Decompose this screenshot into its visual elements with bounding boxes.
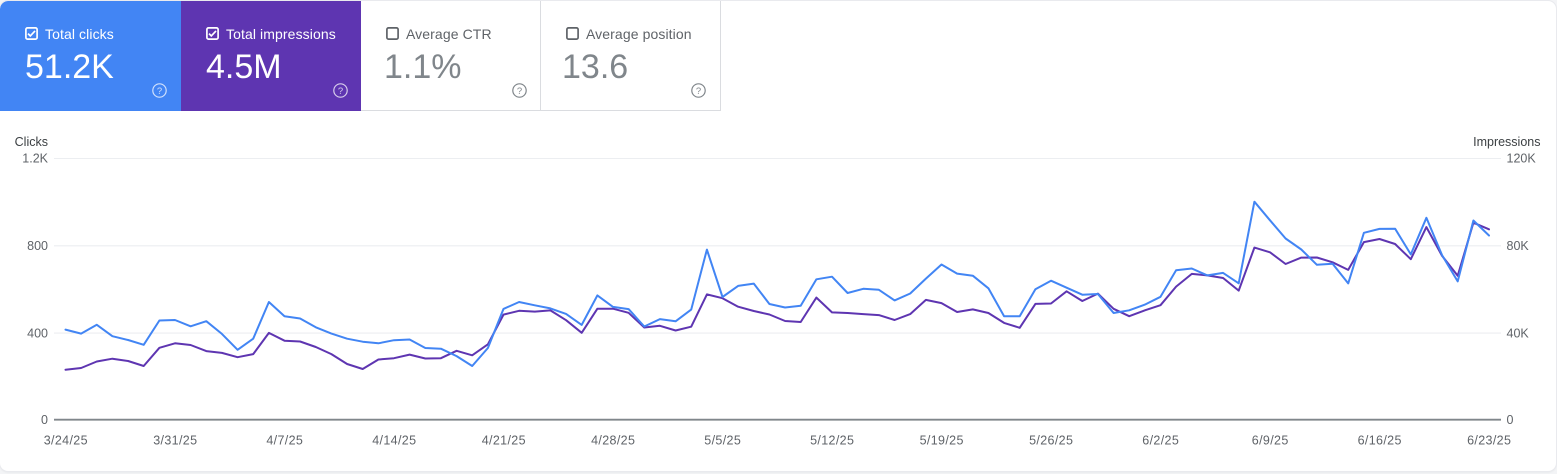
svg-text:80K: 80K: [1507, 239, 1530, 253]
svg-text:?: ?: [338, 86, 343, 97]
svg-text:5/5/25: 5/5/25: [704, 434, 741, 448]
svg-text:4/14/25: 4/14/25: [372, 434, 416, 448]
svg-text:0: 0: [41, 413, 48, 427]
svg-text:5/19/25: 5/19/25: [920, 434, 964, 448]
svg-text:0: 0: [1507, 413, 1514, 427]
svg-text:4/21/25: 4/21/25: [482, 434, 526, 448]
svg-text:1.2K: 1.2K: [22, 152, 48, 166]
svg-text:4/28/25: 4/28/25: [591, 434, 635, 448]
svg-text:6/9/25: 6/9/25: [1252, 434, 1289, 448]
svg-text:3/24/25: 3/24/25: [44, 434, 88, 448]
svg-text:?: ?: [516, 86, 521, 97]
svg-text:400: 400: [27, 327, 48, 341]
svg-text:40K: 40K: [1507, 327, 1530, 341]
svg-text:6/23/25: 6/23/25: [1467, 434, 1511, 448]
svg-text:?: ?: [695, 86, 700, 97]
svg-text:800: 800: [27, 239, 48, 253]
svg-text:?: ?: [157, 86, 162, 97]
svg-text:6/2/25: 6/2/25: [1142, 434, 1179, 448]
svg-text:Impressions: Impressions: [1473, 135, 1540, 149]
svg-text:Clicks: Clicks: [15, 135, 48, 149]
svg-text:120K: 120K: [1507, 152, 1537, 166]
svg-text:3/31/25: 3/31/25: [153, 434, 197, 448]
svg-text:5/26/25: 5/26/25: [1029, 434, 1073, 448]
svg-text:4/7/25: 4/7/25: [266, 434, 303, 448]
svg-text:6/16/25: 6/16/25: [1358, 434, 1402, 448]
svg-text:5/12/25: 5/12/25: [810, 434, 854, 448]
